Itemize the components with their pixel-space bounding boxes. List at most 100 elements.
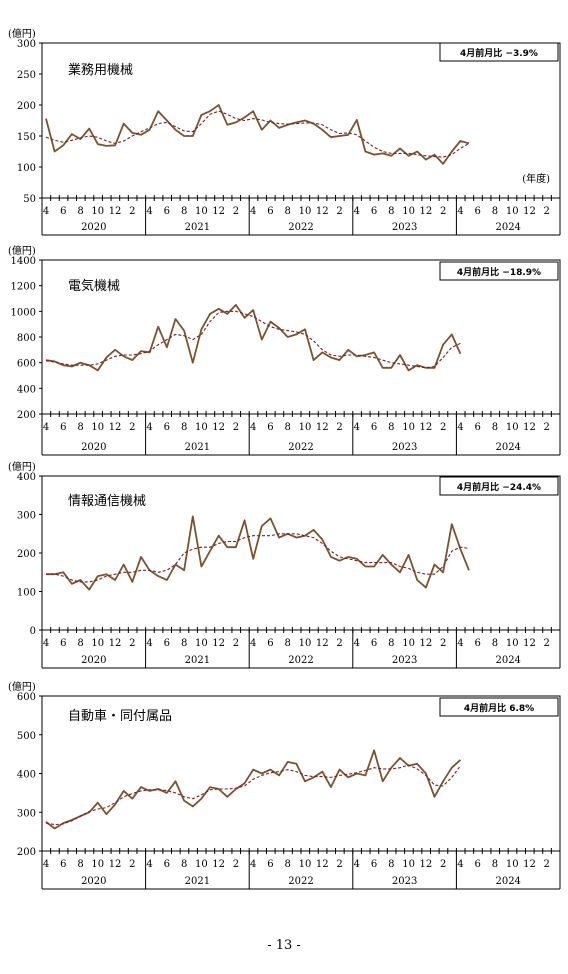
y-tick-label: 100 [17, 588, 36, 599]
month-label: 10 [91, 206, 104, 217]
change-label: 4月前月比 −3.9% [460, 47, 538, 59]
month-label: 4 [146, 859, 152, 870]
month-label: 4 [250, 422, 256, 433]
month-label: 10 [91, 422, 104, 433]
month-label: 10 [506, 638, 519, 649]
change-box [439, 42, 559, 62]
fiscal-year-label: 2021 [185, 655, 210, 666]
month-label: 12 [109, 859, 122, 870]
month-label: 12 [109, 206, 122, 217]
month-label: 6 [267, 638, 273, 649]
month-label: 4 [354, 206, 360, 217]
month-label: 6 [371, 206, 377, 217]
month-label: 6 [474, 206, 480, 217]
series-line-actual [45, 749, 462, 830]
month-label: 2 [440, 422, 446, 433]
fiscal-year-label: 2022 [288, 876, 313, 887]
month-label: 10 [402, 422, 415, 433]
month-label: 8 [492, 859, 498, 870]
fiscal-year-label: 2021 [185, 222, 210, 233]
month-label: 4 [457, 206, 463, 217]
chart-title: 業務用機械 [68, 62, 133, 78]
y-tick-label: 200 [17, 101, 36, 112]
month-label: 6 [267, 206, 273, 217]
month-label: 12 [109, 638, 122, 649]
month-label: 10 [506, 422, 519, 433]
month-label: 8 [181, 422, 187, 433]
month-label: 2 [336, 638, 342, 649]
month-label: 12 [212, 638, 225, 649]
y-tick-label: 400 [17, 770, 36, 781]
change-label: 4月前月比 −18.9% [457, 266, 541, 278]
month-label: 10 [195, 206, 208, 217]
fiscal-year-label: 2023 [392, 876, 417, 887]
fiscal-year-label: 2020 [81, 222, 106, 233]
month-label: 4 [457, 422, 463, 433]
month-label: 2 [233, 206, 239, 217]
chart-title: 情報通信機械 [68, 494, 146, 509]
y-tick-label: 400 [17, 384, 36, 395]
y-tick-label: 500 [17, 731, 36, 742]
month-label: 8 [492, 206, 498, 217]
month-label: 8 [77, 206, 83, 217]
month-label: 4 [457, 859, 463, 870]
month-label: 2 [544, 422, 550, 433]
month-label: 4 [250, 859, 256, 870]
y-tick-label: 150 [17, 132, 36, 143]
fiscal-year-label: 2021 [185, 442, 210, 453]
fiscal-year-label: 2022 [288, 655, 313, 666]
month-label: 6 [474, 859, 480, 870]
month-label: 6 [60, 422, 66, 433]
month-label: 6 [474, 638, 480, 649]
month-label: 2 [440, 206, 446, 217]
month-label: 8 [77, 638, 83, 649]
series-line-trend [45, 110, 470, 158]
y-tick-label: 100 [17, 163, 36, 174]
month-label: 10 [506, 206, 519, 217]
month-label: 4 [354, 859, 360, 870]
month-label: 10 [299, 859, 312, 870]
y-tick-label: 200 [17, 410, 36, 421]
fiscal-year-label: 2020 [81, 442, 106, 453]
month-label: 8 [181, 638, 187, 649]
y-tick-label: 1400 [11, 256, 36, 267]
series-line-actual [45, 303, 462, 372]
month-label: 4 [146, 638, 152, 649]
month-label: 12 [212, 422, 225, 433]
y-tick-label: 50 [23, 194, 36, 205]
month-label: 2 [233, 422, 239, 433]
month-label: 8 [285, 859, 291, 870]
y-tick-label: 400 [17, 472, 36, 483]
month-label: 4 [146, 206, 152, 217]
month-label: 2 [440, 859, 446, 870]
chart-title: 自動車・同付属品 [68, 709, 172, 724]
month-label: 2 [336, 422, 342, 433]
fiscal-year-label: 2022 [288, 442, 313, 453]
month-label: 8 [388, 422, 394, 433]
chart-title: 電気機械 [68, 278, 120, 294]
fiscal-year-label: 2021 [185, 876, 210, 887]
y-tick-label: 300 [17, 511, 36, 522]
month-label: 8 [181, 859, 187, 870]
month-label: 4 [43, 859, 49, 870]
month-label: 6 [267, 859, 273, 870]
month-label: 4 [354, 422, 360, 433]
month-label: 8 [285, 638, 291, 649]
fiscal-year-label: 2023 [392, 655, 417, 666]
series-line-actual [46, 515, 470, 591]
month-label: 2 [544, 638, 550, 649]
unit-label: (億円) [8, 27, 36, 40]
y-tick-label: 250 [17, 70, 36, 81]
month-label: 12 [316, 206, 329, 217]
y-tick-label: 0 [30, 626, 36, 637]
month-label: 8 [77, 422, 83, 433]
series-line-trend [45, 310, 461, 369]
y-tick-label: 800 [17, 333, 36, 344]
month-label: 4 [457, 638, 463, 649]
fiscal-year-label: 2022 [288, 222, 313, 233]
month-label: 10 [299, 422, 312, 433]
month-label: 12 [316, 422, 329, 433]
change-box [439, 697, 559, 717]
